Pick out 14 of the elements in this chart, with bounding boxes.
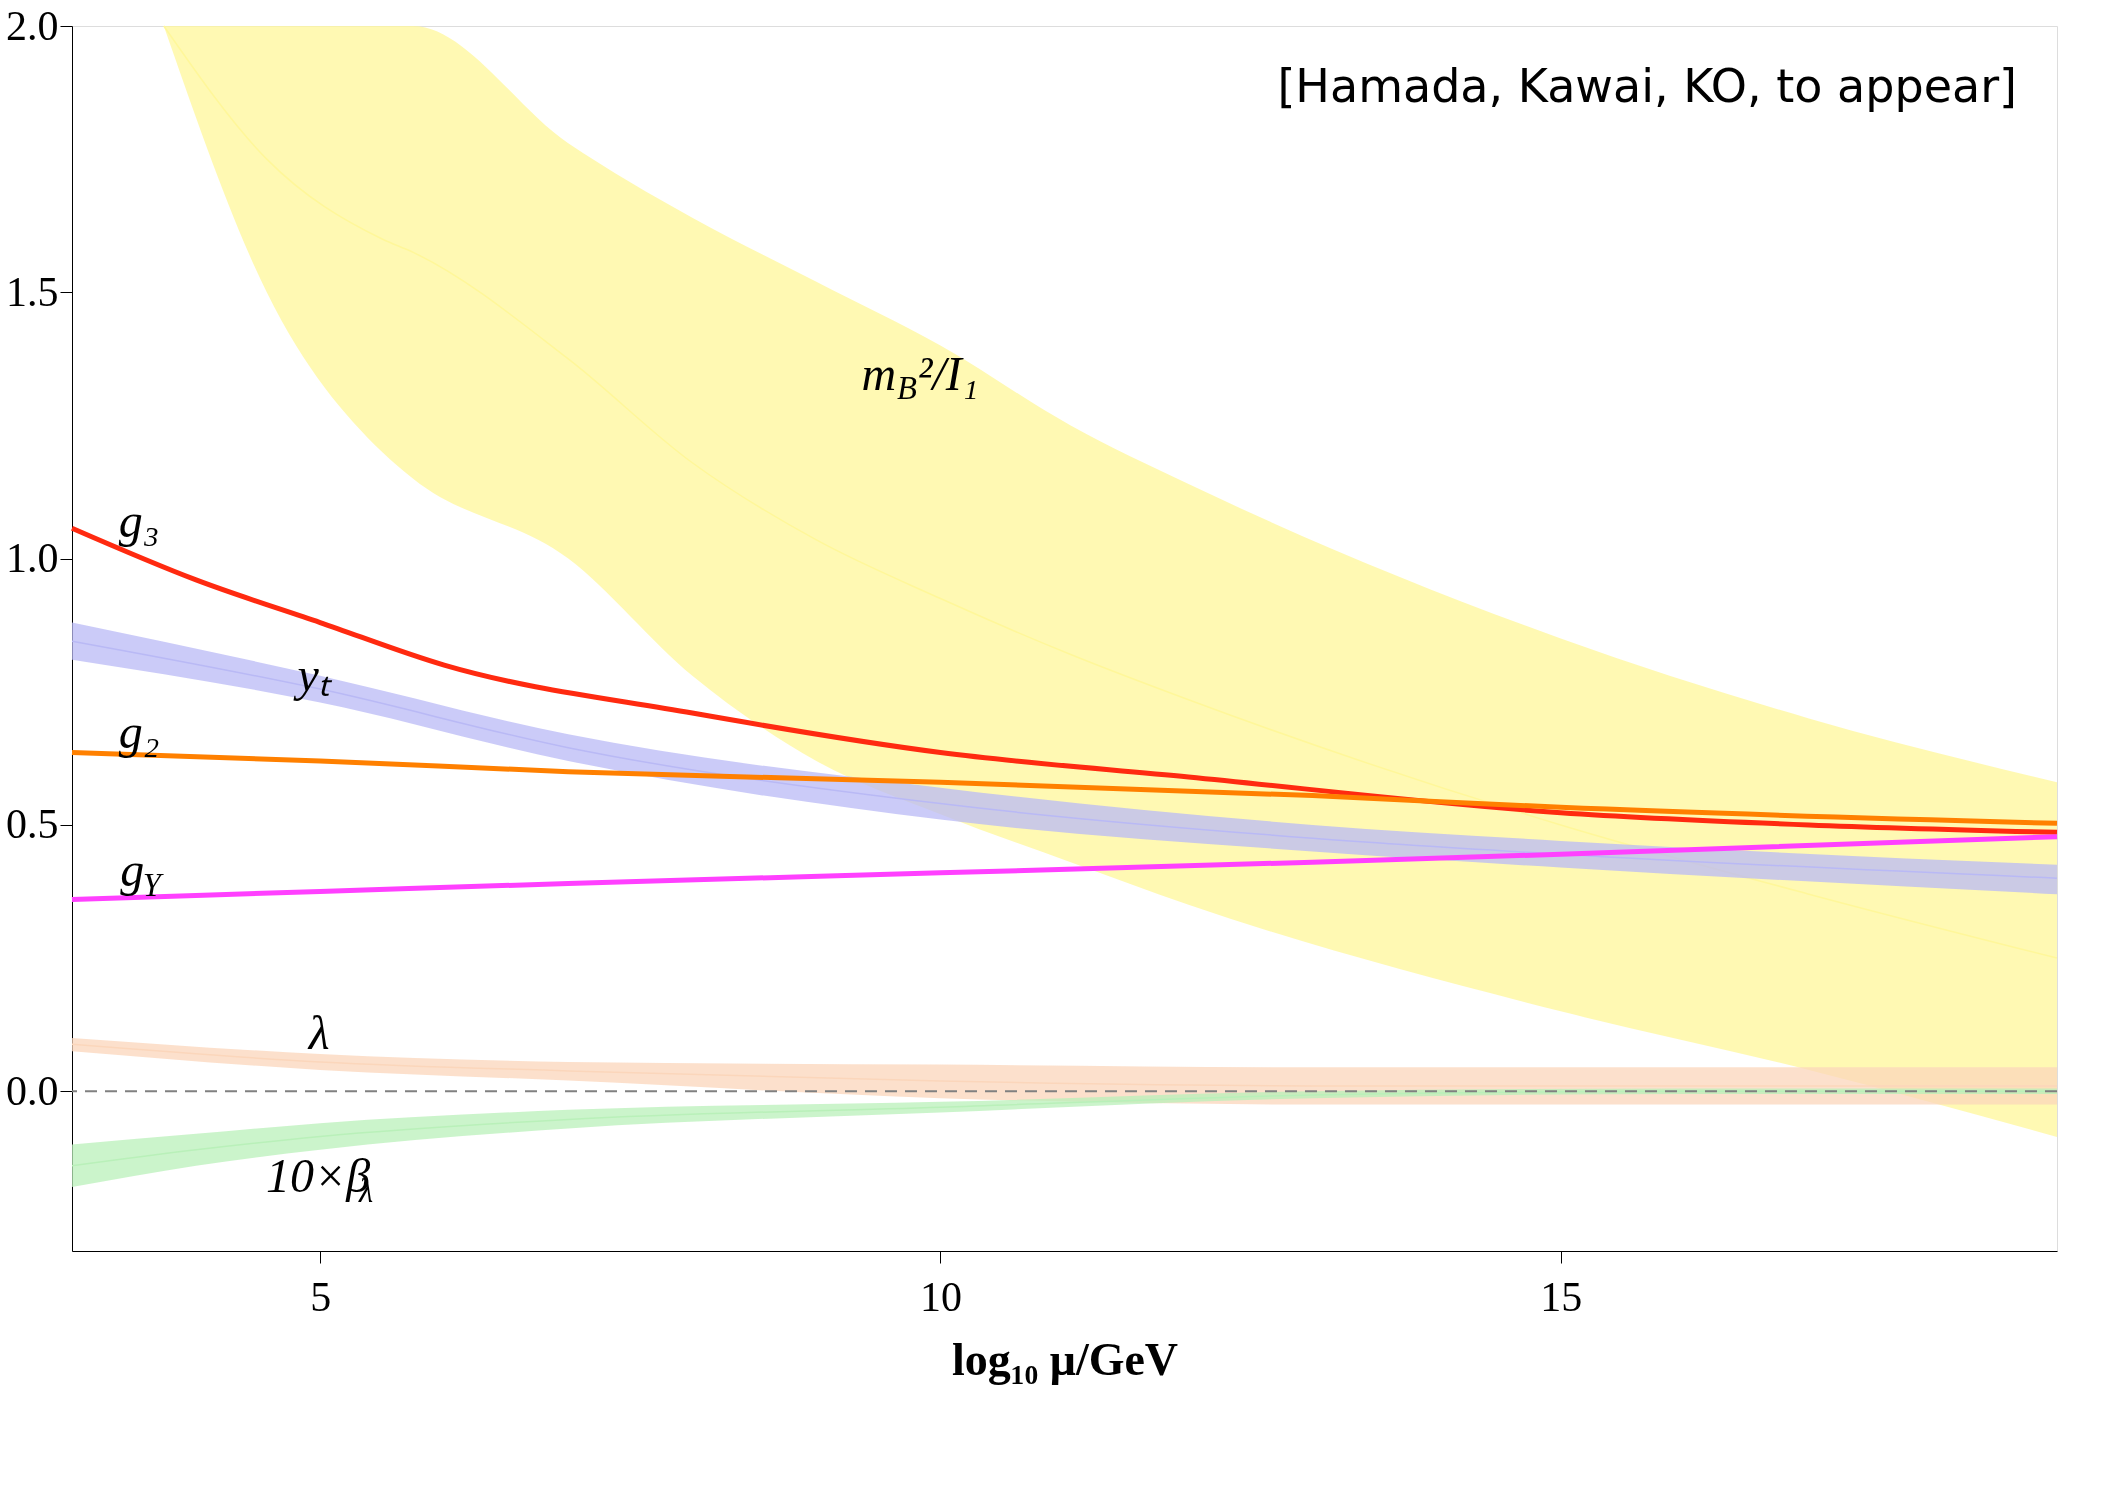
x-tick-label: 10 [919, 1273, 962, 1320]
series-label: λ [306, 1005, 330, 1059]
annotation: [Hamada, Kawai, KO, to appear] [1277, 59, 2017, 113]
y-tick-label: 0.0 [6, 1067, 59, 1114]
y-tick-label: 1.0 [6, 535, 59, 582]
x-tick-label: 15 [1540, 1273, 1583, 1320]
y-tick-label: 1.5 [6, 268, 59, 315]
x-tick-label: 5 [310, 1273, 332, 1320]
series-label: g₃ [118, 494, 160, 548]
series-label: yₜ [292, 648, 333, 702]
x-axis-title: log₁₀ μ/GeV [951, 1333, 1179, 1385]
y-tick-label: 0.5 [6, 801, 59, 848]
series-label: g₂ [118, 705, 160, 759]
y-tick-label: 2.0 [6, 2, 59, 49]
